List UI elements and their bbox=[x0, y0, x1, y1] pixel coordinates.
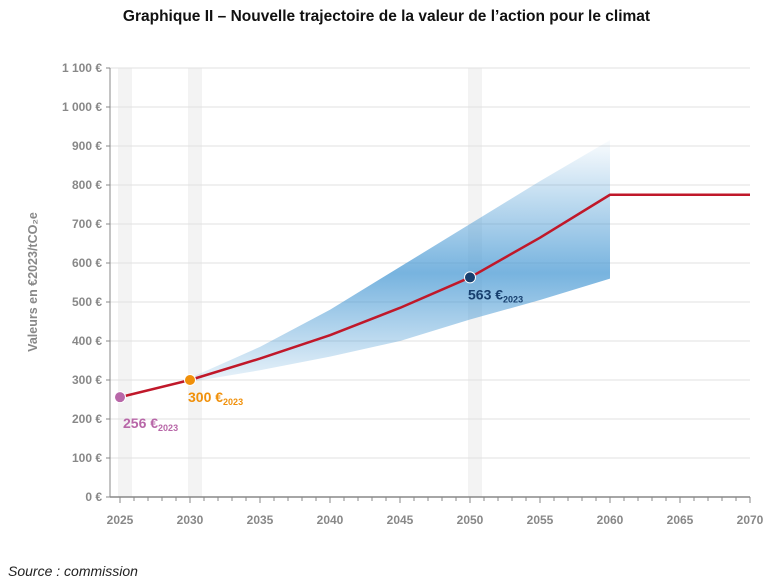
y-tick-label: 300 € bbox=[72, 373, 102, 387]
highlight-band-2030 bbox=[188, 68, 202, 497]
x-tick-label: 2050 bbox=[457, 513, 484, 527]
data-point-2050 bbox=[464, 271, 476, 284]
data-label-2050: 563 €2023 bbox=[468, 286, 523, 304]
x-tick-label: 2070 bbox=[737, 513, 764, 527]
y-tick-label: 500 € bbox=[72, 295, 102, 309]
data-label-2030: 300 €2023 bbox=[188, 389, 243, 407]
x-tick-label: 2040 bbox=[317, 513, 344, 527]
chart-title: Graphique II – Nouvelle trajectoire de l… bbox=[122, 8, 651, 25]
x-tick-label: 2045 bbox=[387, 513, 414, 527]
y-tick-label: 1 100 € bbox=[62, 61, 102, 75]
source-note: Source : commission bbox=[8, 563, 138, 579]
x-tick-label: 2060 bbox=[597, 513, 624, 527]
y-tick-label: 200 € bbox=[72, 412, 102, 426]
highlight-band-2025 bbox=[118, 68, 132, 497]
data-point-2030 bbox=[184, 374, 196, 386]
x-tick-label: 2025 bbox=[107, 513, 134, 527]
y-tick-label: 400 € bbox=[72, 334, 102, 348]
y-tick-label: 100 € bbox=[72, 451, 102, 465]
series-line bbox=[119, 193, 750, 399]
y-tick-label: 600 € bbox=[72, 256, 102, 270]
y-tick-label: 800 € bbox=[72, 178, 102, 192]
x-tick-label: 2030 bbox=[177, 513, 204, 527]
uncertainty-band bbox=[190, 140, 610, 382]
x-tick-label: 2035 bbox=[247, 513, 274, 527]
y-tick-label: 700 € bbox=[72, 217, 102, 231]
x-tick-label: 2055 bbox=[527, 513, 554, 527]
y-tick-label: 1 000 € bbox=[62, 100, 102, 114]
data-label-2025: 256 €2023 bbox=[123, 415, 178, 433]
y-axis-label: Valeurs en €2023/tCO₂e bbox=[26, 212, 40, 352]
data-point-2025 bbox=[114, 391, 126, 404]
y-tick-label: 900 € bbox=[72, 139, 102, 153]
x-tick-label: 2065 bbox=[667, 513, 694, 527]
y-tick-label: 0 € bbox=[85, 490, 102, 504]
